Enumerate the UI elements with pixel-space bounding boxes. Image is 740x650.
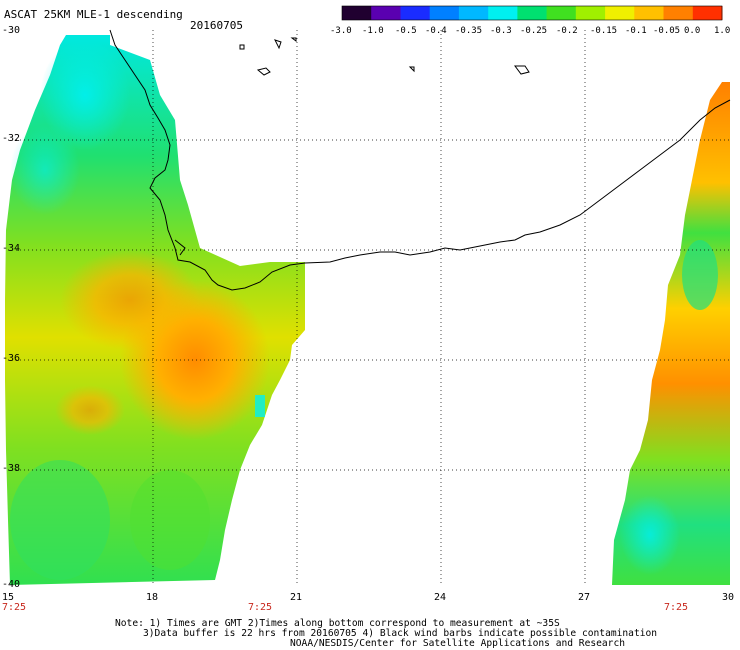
longitude-label: 15	[2, 592, 15, 603]
left-swath	[5, 35, 305, 585]
latitude-label: -40	[2, 579, 21, 590]
colorbar-label: -0.15	[590, 26, 618, 36]
right-swath	[612, 82, 730, 585]
colorbar-swatch	[546, 6, 577, 20]
colorbar-label: -0.5	[395, 26, 417, 36]
colorbar-label: -0.25	[520, 26, 548, 36]
colorbar-swatch	[458, 6, 489, 20]
footnote-line-3: NOAA/NESDIS/Center for Satellite Applica…	[290, 638, 626, 649]
longitude-label: 18	[146, 592, 159, 603]
footnote-line-2: 3)Data buffer is 22 hrs from 20160705 4)…	[143, 628, 658, 639]
colorbar-label: -0.3	[490, 26, 512, 36]
latitude-label: -36	[2, 353, 21, 364]
colorbar-swatch	[517, 6, 548, 20]
colorbar-swatch	[575, 6, 606, 20]
longitude-label: 27	[578, 592, 591, 603]
colorbar-swatch	[605, 6, 635, 20]
product-date: 20160705	[190, 19, 243, 32]
colorbar	[341, 5, 723, 21]
colorbar-swatch	[429, 6, 460, 20]
islands	[239, 37, 530, 76]
colorbar-label: -3.0	[330, 26, 352, 36]
pass-time: 7:25	[664, 602, 689, 613]
colorbar-swatch	[342, 6, 372, 20]
product-title: ASCAT 25KM MLE-1 descending	[4, 8, 183, 21]
colorbar-swatch	[663, 6, 694, 20]
colorbar-label: -0.4	[425, 26, 447, 36]
colorbar-swatch	[400, 6, 431, 20]
latitude-label: -32	[2, 133, 21, 144]
colorbar-label: 1.0	[714, 26, 731, 36]
graticule	[8, 30, 730, 585]
longitude-label: 24	[434, 592, 447, 603]
latitude-label: -38	[2, 463, 21, 474]
colorbar-label: -0.1	[625, 26, 647, 36]
latitude-label: -30	[2, 25, 21, 36]
colorbar-frame	[341, 5, 723, 21]
footnote-line-1: Note: 1) Times are GMT 2)Times along bot…	[115, 618, 560, 629]
longitude-label: 21	[290, 592, 303, 603]
colorbar-label: -1.0	[362, 26, 384, 36]
colorbar-label: -0.05	[653, 26, 681, 36]
pass-time: 7:25	[2, 602, 27, 613]
latitude-label: -34	[2, 243, 21, 254]
pass-time: 7:25	[248, 602, 273, 613]
colorbar-swatch	[488, 6, 518, 20]
longitude-label: 30	[722, 592, 735, 603]
colorbar-swatch	[634, 6, 664, 20]
colorbar-label: 0.0	[684, 26, 701, 36]
colorbar-label: -0.2	[556, 26, 578, 36]
colorbar-swatch	[692, 6, 723, 20]
colorbar-label: -0.35	[455, 26, 483, 36]
colorbar-swatch	[371, 6, 401, 20]
coastline	[109, 29, 731, 291]
